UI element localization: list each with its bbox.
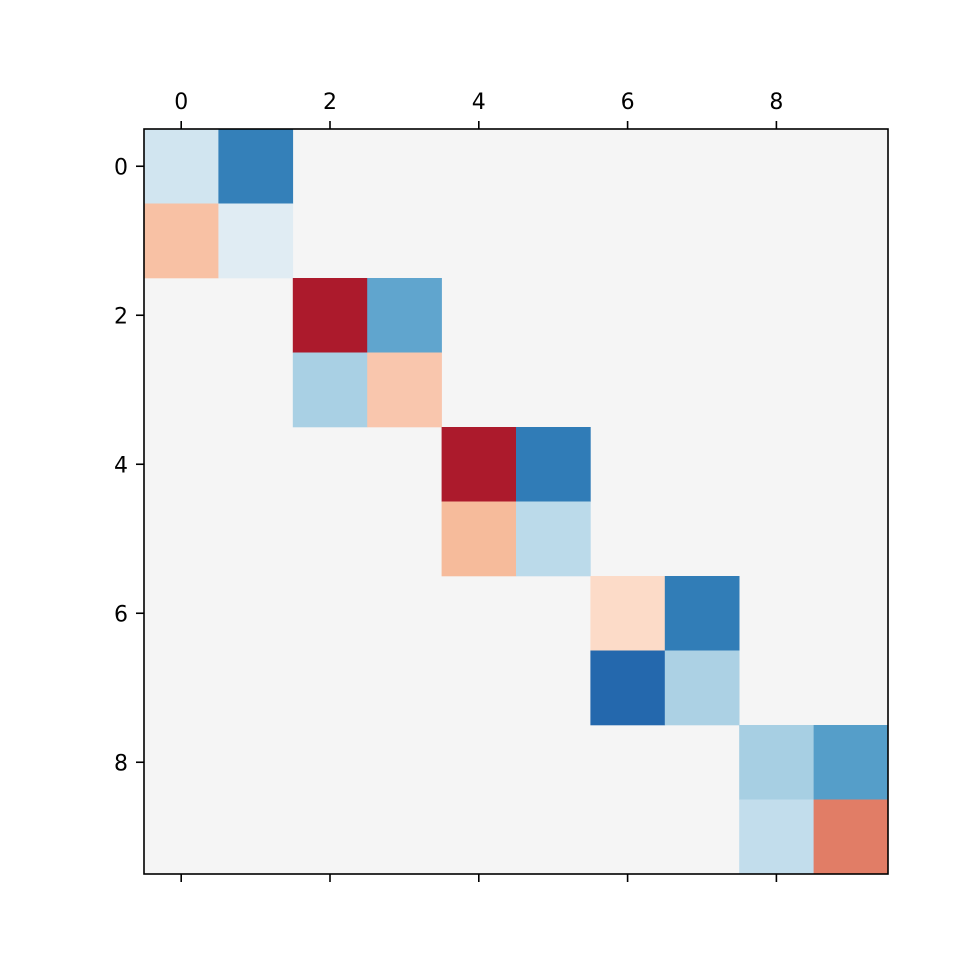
heatmap-cell-r9-c9 [813,799,889,875]
heatmap-cell-r1-c0 [144,203,219,279]
heatmap-cell-r0-c1 [218,129,294,204]
heatmap-cell-r3-c3 [367,352,442,428]
heatmap-cell-r2-c3 [367,278,442,353]
heatmap-cell-r2-c2 [292,278,368,353]
heatmap-cell-r0-c0 [144,129,219,204]
y-tick-label-4: 4 [114,453,128,478]
heatmap-cell-r6-c7 [664,576,740,651]
y-tick-label-6: 6 [114,602,128,627]
heatmap-cells [144,129,889,875]
x-axis-bottom-ticks [180,874,778,882]
y-tick-label-8: 8 [114,751,128,776]
heatmap-cell-r5-c4 [441,501,517,577]
x-tick-label-0: 0 [174,90,188,115]
y-tick-label-2: 2 [114,304,128,329]
x-tick-label-4: 4 [472,90,486,115]
heatmap-cell-r5-c5 [516,501,591,577]
x-tick-label-2: 2 [323,90,337,115]
plot-frame [143,128,889,875]
heatmap-cell-r1-c1 [218,203,294,279]
y-tick-label-0: 0 [114,155,128,180]
x-axis-top: 0 2 4 6 8 [174,90,783,129]
heatmap-cell-r9-c8 [739,799,814,875]
heatmap-cell-r8-c9 [813,725,889,800]
heatmap-cell-r4-c4 [441,427,517,502]
heatmap-cell-r3-c2 [292,352,368,428]
x-tick-label-6: 6 [621,90,635,115]
x-tick-label-8: 8 [769,90,783,115]
heatmap-cell-r4-c5 [516,427,591,502]
heatmap-cell-r7-c6 [590,650,666,726]
heatmap-cell-r6-c6 [590,576,666,651]
y-axis: 0 2 4 6 8 [114,155,144,776]
heatmap-cell-r7-c7 [664,650,740,726]
heatmap-cell-r8-c8 [739,725,814,800]
